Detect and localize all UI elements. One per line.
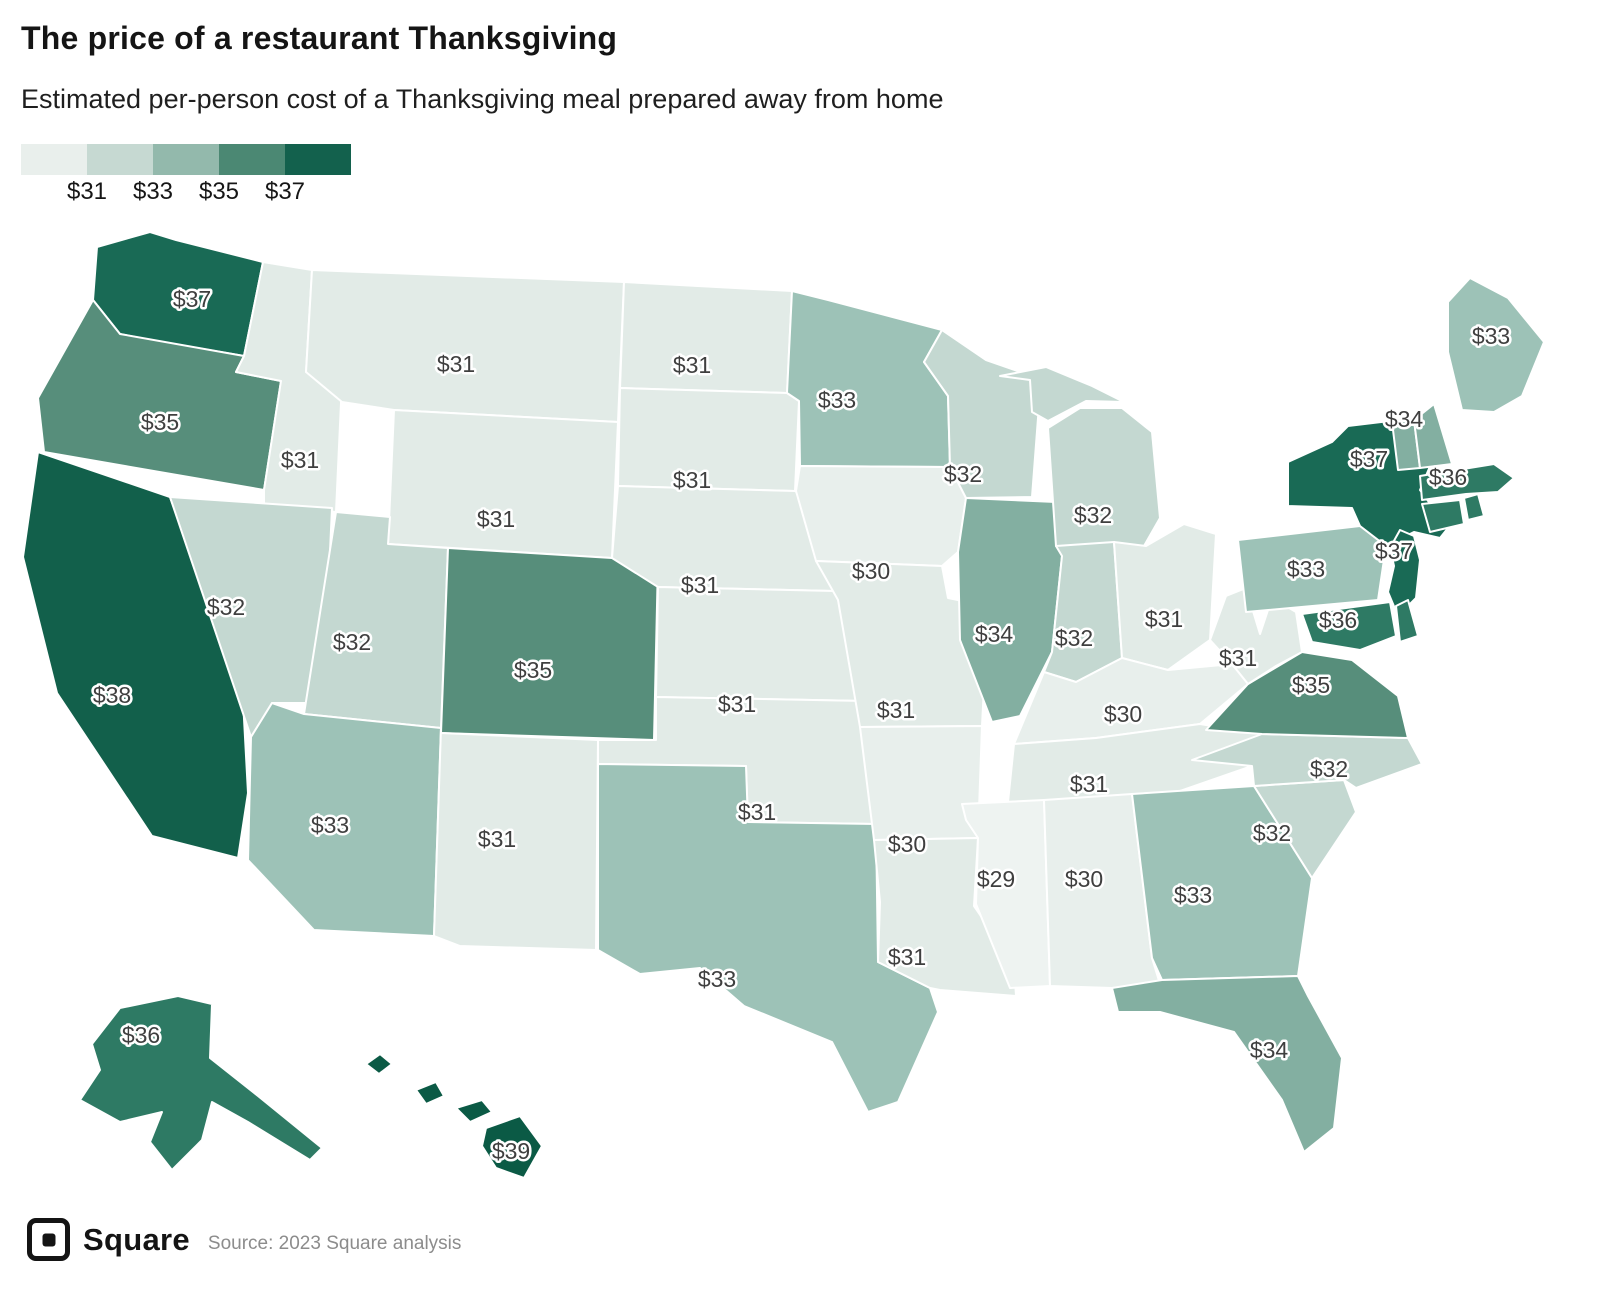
chart-title: The price of a restaurant Thanksgiving (21, 20, 618, 56)
state-value-label: $31 (877, 697, 915, 723)
state-value-label: $35 (1292, 672, 1330, 698)
state-value-label: $31 (437, 351, 475, 377)
state-wy (387, 409, 619, 559)
state-nv (169, 496, 333, 738)
state-value-label: $36 (1429, 464, 1467, 490)
square-logo-icon (27, 1218, 70, 1261)
state-value-label: $31 (1219, 645, 1257, 671)
state-ct (1421, 499, 1465, 533)
state-ar (859, 725, 983, 841)
state-value-label: $31 (681, 572, 719, 598)
state-value-label: $31 (718, 691, 756, 717)
state-de (1395, 599, 1419, 643)
state-value-label: $31 (673, 467, 711, 493)
state-mt (305, 269, 625, 423)
state-mi (999, 366, 1125, 422)
state-tx (597, 763, 939, 1113)
footer: Square Source: 2023 Square analysis (27, 1218, 461, 1261)
state-nh (1413, 403, 1453, 469)
state-value-label: $34 (1385, 406, 1424, 432)
legend-swatch (153, 144, 219, 175)
state-value-label: $32 (207, 594, 245, 620)
state-value-label: $38 (93, 682, 131, 708)
state-hi (365, 1053, 393, 1075)
state-value-label: $33 (1174, 882, 1212, 908)
state-value-label: $33 (818, 387, 856, 413)
legend-tick-label: $35 (198, 178, 240, 205)
state-value-label: $37 (1350, 446, 1388, 472)
state-value-label: $37 (173, 286, 211, 312)
state-ma (1419, 463, 1515, 501)
state-value-label: $30 (1065, 866, 1103, 892)
state-value-label: $30 (1104, 701, 1142, 727)
state-ia (795, 465, 967, 567)
state-value-label: $35 (514, 657, 552, 683)
state-value-label: $36 (122, 1022, 160, 1048)
state-ak (79, 995, 323, 1171)
state-value-label: $30 (852, 558, 890, 584)
state-value-label: $31 (1070, 771, 1108, 797)
state-co (440, 547, 659, 741)
state-value-label: $31 (477, 506, 515, 532)
state-value-label: $32 (1074, 502, 1112, 528)
source-note: Source: 2023 Square analysis (207, 1232, 462, 1254)
state-value-label: $32 (1310, 756, 1348, 782)
state-value-label: $32 (1055, 625, 1093, 651)
legend-tick-label: $37 (264, 178, 306, 205)
legend-tick-labels: $31 $33 $35 $37 (21, 175, 351, 205)
state-value-label: $31 (673, 352, 711, 378)
state-hi (481, 1115, 543, 1179)
state-value-label: $34 (975, 621, 1014, 647)
state-oh (1113, 523, 1217, 671)
legend-swatch (219, 144, 285, 175)
state-value-label: $33 (1287, 556, 1325, 582)
state-value-label: $31 (888, 944, 926, 970)
state-value-label: $32 (944, 461, 982, 487)
state-value-label: $33 (311, 812, 349, 838)
state-pa (1237, 525, 1387, 613)
state-value-label: $31 (478, 826, 516, 852)
state-value-label: $32 (1253, 820, 1291, 846)
state-value-label: $31 (281, 447, 319, 473)
state-value-label: $34 (1250, 1037, 1289, 1063)
state-value-label: $33 (1472, 323, 1510, 349)
state-ks (655, 586, 869, 702)
state-value-label: $36 (1319, 607, 1357, 633)
state-hi (455, 1099, 493, 1123)
state-ri (1463, 493, 1485, 521)
state-mn (786, 290, 951, 468)
legend-tick-label: $33 (132, 178, 174, 205)
legend-color-scale (21, 144, 351, 175)
legend-swatch (285, 144, 351, 175)
state-value-label: $31 (738, 799, 776, 825)
state-value-label: $31 (1145, 606, 1183, 632)
state-nj (1387, 529, 1421, 617)
state-value-label: $35 (141, 409, 179, 435)
state-wi (923, 329, 1041, 499)
state-md (1301, 601, 1397, 651)
legend: $31 $33 $35 $37 (21, 144, 351, 205)
state-me (1447, 277, 1545, 413)
state-value-label: $30 (888, 831, 926, 857)
state-hi (415, 1081, 445, 1105)
legend-swatch (87, 144, 153, 175)
state-value-label: $33 (698, 966, 736, 992)
legend-swatch (21, 144, 87, 175)
chart-subtitle: Estimated per-person cost of a Thanksgiv… (21, 84, 944, 114)
state-value-label: $37 (1375, 538, 1413, 564)
state-value-label: $32 (333, 629, 371, 655)
state-value-label: $29 (977, 866, 1015, 892)
legend-tick-label: $31 (66, 178, 108, 205)
state-sd (617, 387, 800, 492)
brand-name: Square (83, 1221, 190, 1257)
state-value-label: $39 (492, 1138, 530, 1164)
state-fl (1111, 975, 1343, 1153)
state-wv (1209, 587, 1303, 685)
